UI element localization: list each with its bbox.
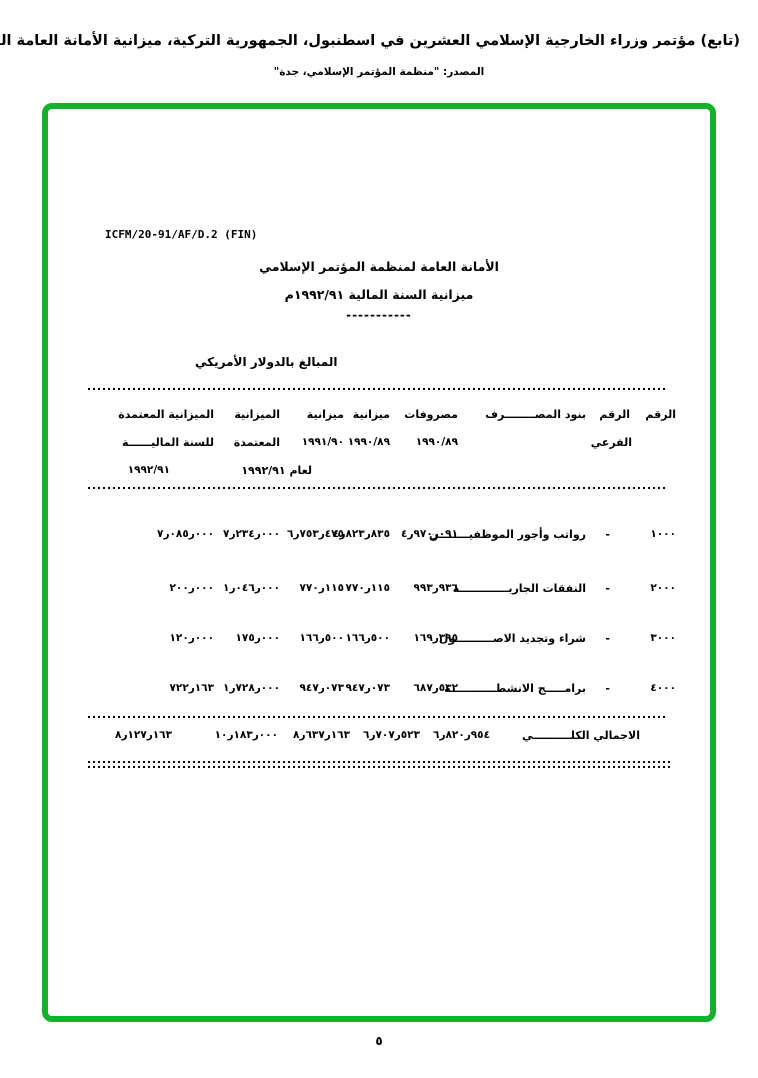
dotted-separator-header bbox=[88, 487, 666, 489]
cell-budget-8990: ٧٧٠ر١١٥ bbox=[345, 582, 390, 594]
total-approved-9192: ١٠ر١٨٣ر٠٠٠ bbox=[214, 729, 278, 741]
col-header-fiscal-year-2: للسنة الماليــــــة bbox=[121, 436, 214, 449]
document-code: ICFM/20-91/AF/D.2 (FIN) bbox=[105, 228, 258, 241]
total-approved-fy-9192: ٨ر١٢٧ر١٦٣ bbox=[115, 729, 172, 741]
table-row: ٤٠٠٠ - برامـــــج الانشطــــــــــــة ٦٨… bbox=[88, 682, 676, 698]
secretariat-title: الأمانة العامة لمنظمة المؤتمر الإسلامي bbox=[259, 259, 499, 274]
cell-approved-fy-9192: ٢٠٠ر٠٠٠ bbox=[169, 582, 214, 594]
col-header-fiscal-year-3: ١٩٩٢/٩١ bbox=[127, 464, 170, 476]
cell-approved-fy-9192: ٧٢٢ر١٦٣ bbox=[169, 682, 214, 694]
cell-approved-9192: ١ر٧٢٨ر٠٠٠ bbox=[223, 682, 280, 694]
green-border-frame: ICFM/20-91/AF/D.2 (FIN) الأمانة العامة ل… bbox=[42, 103, 716, 1022]
cell-expenses-8990: ٩٩٣ر٩٣٦ bbox=[413, 582, 458, 594]
row-label: برامـــــج الانشطــــــــــــة bbox=[444, 682, 586, 695]
table-total-row: الاجمالي الكلــــــــــي ٦ر٨٢٠ر٩٥٤ ٦ر٧٠٧… bbox=[88, 729, 666, 745]
source-line: المصدر: "منظمة المؤتمر الإسلامي، جدة" bbox=[273, 66, 485, 78]
col-header-approved-budget-fy: الميزانية المعتمدة bbox=[118, 408, 214, 421]
page-number: ٥ bbox=[375, 1034, 383, 1048]
total-label: الاجمالي الكلــــــــــي bbox=[522, 729, 640, 742]
cell-approved-fy-9192: ١٢٠ر٠٠٠ bbox=[169, 632, 214, 644]
cell-budget-8990: ٤ر٨٢٣ر٨٣٥ bbox=[333, 528, 390, 540]
col-header-budget-9091-year: ١٩٩١/٩٠ bbox=[301, 436, 344, 448]
cell-approved-9192: ٧ر٢٣٤ر٠٠٠ bbox=[223, 528, 280, 540]
row-number: ١٠٠٠ bbox=[650, 528, 676, 540]
col-header-approved-2: المعتمدة bbox=[233, 436, 280, 449]
col-header-expenses-year: ١٩٩٠/٨٩ bbox=[415, 436, 458, 448]
table-header-row-1: الرقم الرقم بنود المصــــــــرف مصروفات … bbox=[88, 408, 676, 424]
row-subnumber-dash: - bbox=[605, 632, 610, 645]
col-header-expenditure-items: بنود المصــــــــرف bbox=[485, 408, 586, 421]
col-header-subnumber-2: الفرعي bbox=[590, 436, 632, 449]
row-number: ٣٠٠٠ bbox=[650, 632, 676, 644]
cell-expenses-8990: ٦٨٧ر٥٣٢ bbox=[413, 682, 458, 694]
col-header-subnumber: الرقم bbox=[599, 408, 630, 421]
col-header-expenses-8990: مصروفات bbox=[404, 408, 458, 421]
row-subnumber-dash: - bbox=[605, 528, 610, 541]
cell-approved-fy-9192: ٧ر٠٨٥ر٠٠٠ bbox=[157, 528, 214, 540]
cell-budget-8990: ١٦٦ر٥٠٠ bbox=[345, 632, 390, 644]
table-row: ١٠٠٠ - رواتب وأجور الموظفيــــــــن ٤ر٩٧… bbox=[88, 528, 675, 544]
row-label: النفقات الجاريـــــــــــــة bbox=[452, 582, 586, 595]
cell-expenses-8990: ١٦٩ر٣٩٥ bbox=[413, 632, 458, 644]
col-header-budget-9091: ميزانية bbox=[306, 408, 344, 421]
col-header-budget-8990: ميزانية bbox=[352, 408, 390, 421]
cell-budget-8990: ٩٤٧ر٠٧٣ bbox=[345, 682, 390, 694]
cell-expenses-8990: ٤ر٩٧٠ر٠٩١ bbox=[401, 528, 458, 540]
col-header-number: الرقم bbox=[645, 408, 676, 421]
cell-budget-9091: ٧٧٠ر١١٥ bbox=[299, 582, 344, 594]
dotted-separator-top bbox=[88, 388, 666, 390]
cell-approved-9192: ١٧٥ر٠٠٠ bbox=[235, 632, 280, 644]
table-row: ٣٠٠٠ - شراء وتجديد الاصــــــــــول ١٦٩ر… bbox=[88, 632, 676, 648]
table-header-row-2: الفرعي ١٩٩٠/٨٩ ١٩٩٠/٨٩ ١٩٩١/٩٠ المعتمدة … bbox=[88, 436, 666, 452]
table-header-row-3: لعام ١٩٩٢/٩١ ١٩٩٢/٩١ bbox=[88, 464, 666, 480]
cell-budget-9091: ٦ر٧٥٣ر٤٧٥ bbox=[287, 528, 344, 540]
row-label: شراء وتجديد الاصــــــــــول bbox=[438, 632, 586, 645]
title-underline: ----------- bbox=[346, 308, 412, 322]
row-subnumber-dash: - bbox=[605, 682, 610, 695]
total-expenses-8990: ٦ر٨٢٠ر٩٥٤ bbox=[433, 729, 490, 741]
row-number: ٤٠٠٠ bbox=[650, 682, 676, 694]
cell-budget-9091: ١٦٦ر٥٠٠ bbox=[299, 632, 344, 644]
currency-note: المبالغ بالدولار الأمريكي bbox=[195, 355, 338, 369]
total-budget-9091: ٨ر٦٣٧ر١٦٣ bbox=[293, 729, 350, 741]
row-number: ٢٠٠٠ bbox=[650, 582, 676, 594]
total-budget-8990: ٦ر٧٠٧ر٥٢٣ bbox=[363, 729, 420, 741]
row-label: رواتب وأجور الموظفيــــــــن bbox=[428, 528, 586, 541]
cell-approved-9192: ١ر٠٤٦ر٠٠٠ bbox=[223, 582, 280, 594]
col-header-approved-year: لعام ١٩٩٢/٩١ bbox=[241, 464, 312, 477]
cell-budget-9091: ٩٤٧ر٠٧٣ bbox=[299, 682, 344, 694]
row-subnumber-dash: - bbox=[605, 582, 610, 595]
dotted-separator-above-total bbox=[88, 716, 666, 718]
double-dotted-separator-bottom bbox=[88, 761, 670, 768]
col-header-budget-8990-year: ١٩٩٠/٨٩ bbox=[347, 436, 390, 448]
table-row: ٢٠٠٠ - النفقات الجاريـــــــــــــة ٩٩٣ر… bbox=[88, 582, 676, 598]
conference-header-line: (تابع) مؤتمر وزراء الخارجية الإسلامي الع… bbox=[0, 33, 740, 49]
col-header-approved-budget: الميزانية bbox=[234, 408, 280, 421]
fiscal-year-title: ميزانية السنة المالية ١٩٩٢/٩١م bbox=[284, 287, 474, 302]
